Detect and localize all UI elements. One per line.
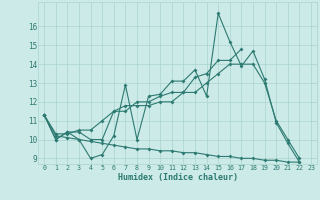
X-axis label: Humidex (Indice chaleur): Humidex (Indice chaleur) <box>118 173 238 182</box>
